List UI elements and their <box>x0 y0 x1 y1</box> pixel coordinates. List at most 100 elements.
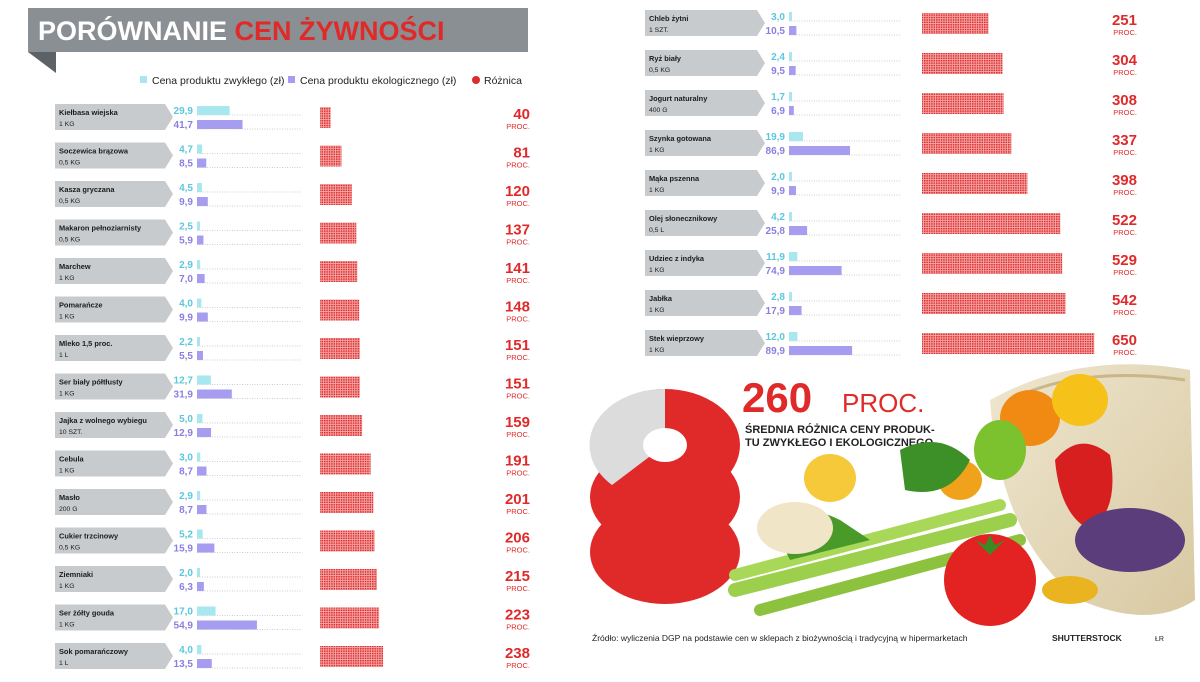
difference-value: 304 <box>1112 52 1138 69</box>
author-signature: ŁR <box>1155 636 1164 643</box>
regular-price-label: 4,2 <box>771 212 785 223</box>
product-label-tab <box>645 90 765 116</box>
difference-bar <box>320 492 374 513</box>
difference-bar <box>320 453 371 475</box>
product-name: Jajka z wolnego wybiegu <box>59 416 147 425</box>
source-note: Źródło: wyliczenia DGP na podstawie cen … <box>592 633 968 643</box>
regular-price-bar <box>197 221 200 231</box>
product-label-tab <box>645 250 765 276</box>
eco-price-label: 13,5 <box>174 659 194 670</box>
product-label-tab <box>55 142 173 169</box>
eco-price-label: 15,9 <box>174 544 194 555</box>
difference-bar <box>320 607 380 629</box>
regular-price-label: 17,0 <box>174 607 194 618</box>
eco-price-label: 74,9 <box>766 266 786 277</box>
eco-price-label: 9,9 <box>179 197 193 208</box>
eco-price-label: 41,7 <box>174 120 194 131</box>
regular-price-bar <box>789 92 792 101</box>
legend-swatch-regular <box>140 76 147 83</box>
product-label-tab <box>55 373 173 400</box>
product-quantity: 0,5 KG <box>59 160 80 167</box>
product-quantity: 10 SZT. <box>59 429 83 436</box>
regular-price-label: 2,8 <box>771 292 785 303</box>
regular-price-label: 19,9 <box>766 132 786 143</box>
difference-bar <box>320 184 352 205</box>
regular-price-label: 3,0 <box>179 453 193 464</box>
product-name: Pomarańcze <box>59 301 103 310</box>
regular-price-bar <box>197 414 203 423</box>
product-quantity: 1 KG <box>649 347 665 354</box>
eco-price-bar <box>197 351 204 360</box>
product-name: Udziec z indyka <box>649 254 705 263</box>
eco-price-label: 8,7 <box>179 467 193 478</box>
eco-price-label: 8,7 <box>179 505 193 516</box>
difference-value: 251 <box>1112 12 1137 29</box>
product-label-tab <box>55 181 173 207</box>
product-label-tab <box>55 450 173 477</box>
difference-bar <box>922 13 989 34</box>
difference-value: 148 <box>505 299 530 316</box>
legend-swatch-eco <box>288 76 295 83</box>
product-name: Mleko 1,5 proc. <box>59 339 112 348</box>
product-quantity: 0,5 KG <box>649 67 670 74</box>
product-label-tab <box>55 643 173 669</box>
difference-unit: PROC. <box>506 276 530 285</box>
product-label-tab <box>645 10 765 36</box>
regular-price-bar <box>197 144 203 154</box>
eco-price-label: 6,3 <box>179 582 193 593</box>
difference-unit: PROC. <box>506 392 530 401</box>
difference-unit: PROC. <box>1113 348 1137 357</box>
product-row: Jajka z wolnego wybiegu 10 SZT. 5,0 12,9 159… <box>55 412 530 439</box>
eco-price-bar <box>197 235 204 245</box>
regular-price-label: 2,9 <box>179 260 193 271</box>
product-label-tab <box>55 258 173 284</box>
eco-price-label: 54,9 <box>174 621 194 632</box>
eco-price-bar <box>789 266 842 275</box>
onion-shape <box>757 502 833 554</box>
red-pepper-shape <box>1055 443 1113 530</box>
difference-unit: PROC. <box>506 430 530 439</box>
regular-price-bar <box>197 183 202 192</box>
difference-bar <box>320 299 360 321</box>
difference-value: 529 <box>1112 252 1137 269</box>
difference-bar <box>320 569 377 590</box>
difference-unit: PROC. <box>506 238 530 247</box>
product-name: Jogurt naturalny <box>649 94 708 103</box>
eco-price-label: 89,9 <box>766 346 786 357</box>
difference-value: 191 <box>505 453 530 470</box>
eco-price-label: 10,5 <box>766 26 786 37</box>
product-quantity: 1 KG <box>59 121 75 128</box>
regular-price-label: 4,0 <box>179 645 193 656</box>
eco-price-bar <box>789 226 808 235</box>
product-name: Marchew <box>59 262 91 271</box>
difference-value: 308 <box>1112 92 1137 109</box>
difference-value: 137 <box>505 222 530 239</box>
difference-value: 542 <box>1112 292 1137 309</box>
difference-unit: PROC. <box>506 507 530 516</box>
product-label-tab <box>55 104 173 130</box>
svg-text:PORÓWNANIE CEN ŻYWNOŚCI: PORÓWNANIE CEN ŻYWNOŚCI <box>38 15 445 46</box>
difference-bar <box>320 376 361 398</box>
difference-bar <box>922 173 1028 194</box>
difference-unit: PROC. <box>1113 148 1137 157</box>
product-label-tab <box>55 489 173 515</box>
eco-price-label: 17,9 <box>766 306 786 317</box>
product-label-tab <box>55 527 173 554</box>
regular-price-label: 2,2 <box>179 337 193 348</box>
difference-bar <box>922 293 1066 314</box>
eco-price-bar <box>197 466 207 476</box>
regular-price-label: 4,5 <box>179 183 193 194</box>
eco-price-bar <box>197 582 204 591</box>
regular-price-bar <box>789 12 792 21</box>
legend: Cena produktu zwykłego (zł) Cena produkt… <box>140 75 522 87</box>
difference-value: 141 <box>505 260 530 277</box>
regular-price-bar <box>197 375 211 385</box>
title-banner: PORÓWNANIE CEN ŻYWNOŚCI <box>28 8 528 73</box>
eco-price-label: 8,5 <box>179 159 193 170</box>
photo-credit: SHUTTERSTOCK <box>1052 633 1123 643</box>
